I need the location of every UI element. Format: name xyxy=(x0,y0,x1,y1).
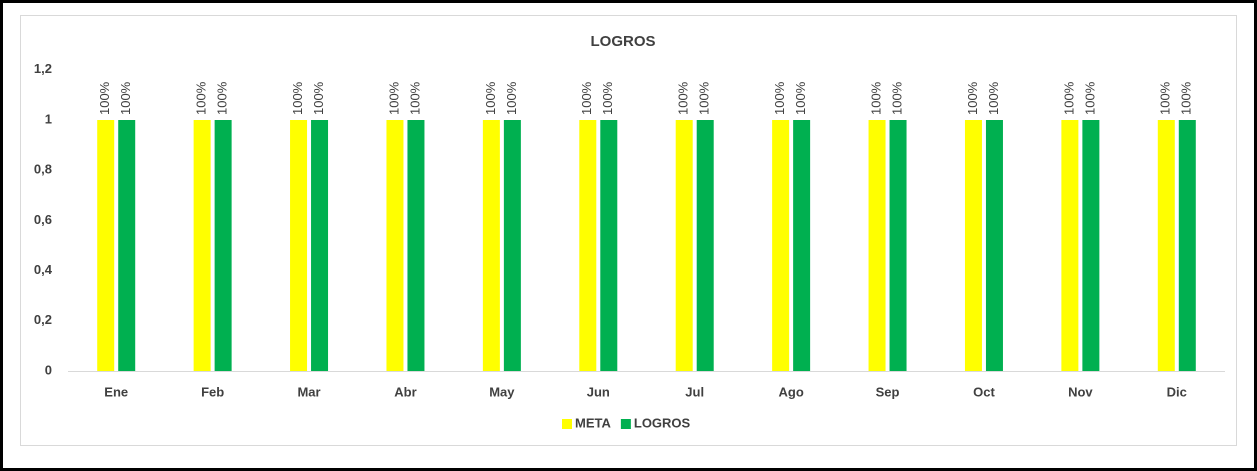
value-label: 100% xyxy=(407,81,422,115)
bar xyxy=(985,120,1003,371)
bar xyxy=(503,120,521,371)
value-label: 100% xyxy=(772,81,787,115)
value-label: 100% xyxy=(97,81,112,115)
x-tick-label: Sep xyxy=(876,384,900,399)
value-label: 100% xyxy=(986,81,1001,115)
bar xyxy=(311,120,329,371)
x-tick-label: May xyxy=(489,384,515,399)
y-tick-label: 0,6 xyxy=(34,212,52,227)
bar xyxy=(579,120,597,371)
y-tick-label: 1 xyxy=(45,111,52,126)
value-label: 100% xyxy=(579,81,594,115)
x-tick-label: Dic xyxy=(1167,384,1187,399)
bar xyxy=(600,120,618,371)
legend-label: LOGROS xyxy=(634,415,691,430)
value-label: 100% xyxy=(504,81,519,115)
legend-label: META xyxy=(575,415,611,430)
bar xyxy=(1061,120,1079,371)
y-tick-label: 0,2 xyxy=(34,312,52,327)
bar xyxy=(482,120,500,371)
value-label: 100% xyxy=(889,81,904,115)
value-label: 100% xyxy=(290,81,305,115)
value-label: 100% xyxy=(697,81,712,115)
value-label: 100% xyxy=(194,81,209,115)
bar xyxy=(675,120,693,371)
x-tick-label: Ene xyxy=(104,384,128,399)
value-label: 100% xyxy=(386,81,401,115)
bar xyxy=(696,120,714,371)
value-label: 100% xyxy=(676,81,691,115)
bar xyxy=(407,120,425,371)
x-tick-label: Feb xyxy=(201,384,224,399)
bar xyxy=(193,120,211,371)
x-tick-label: Jun xyxy=(587,384,610,399)
value-label: 100% xyxy=(1082,81,1097,115)
x-tick-label: Oct xyxy=(973,384,995,399)
y-tick-label: 0 xyxy=(45,362,52,377)
bar xyxy=(1178,120,1196,371)
value-label: 100% xyxy=(600,81,615,115)
bar xyxy=(1157,120,1175,371)
value-label: 100% xyxy=(311,81,326,115)
value-label: 100% xyxy=(215,81,230,115)
value-label: 100% xyxy=(118,81,133,115)
bar xyxy=(214,120,232,371)
bar xyxy=(868,120,886,371)
y-tick-label: 0,4 xyxy=(34,262,53,277)
y-tick-label: 0,8 xyxy=(34,162,52,177)
legend-swatch xyxy=(620,419,631,429)
bar xyxy=(889,120,907,371)
chart-title: LOGROS xyxy=(590,33,655,50)
bar xyxy=(964,120,982,371)
y-tick-label: 1,2 xyxy=(34,61,52,76)
value-label: 100% xyxy=(1061,81,1076,115)
x-tick-label: Abr xyxy=(394,384,416,399)
bar xyxy=(97,120,115,371)
value-label: 100% xyxy=(793,81,808,115)
bar xyxy=(290,120,308,371)
x-tick-label: Mar xyxy=(297,384,320,399)
value-label: 100% xyxy=(483,81,498,115)
bar xyxy=(772,120,790,371)
x-tick-label: Ago xyxy=(778,384,803,399)
value-label: 100% xyxy=(1158,81,1173,115)
bar xyxy=(793,120,811,371)
bar xyxy=(1082,120,1100,371)
value-label: 100% xyxy=(868,81,883,115)
legend-swatch xyxy=(562,419,572,429)
value-label: 100% xyxy=(1179,81,1194,115)
bar xyxy=(386,120,404,371)
x-tick-label: Jul xyxy=(685,384,704,399)
bar xyxy=(118,120,136,371)
value-label: 100% xyxy=(965,81,980,115)
x-tick-label: Nov xyxy=(1068,384,1093,399)
